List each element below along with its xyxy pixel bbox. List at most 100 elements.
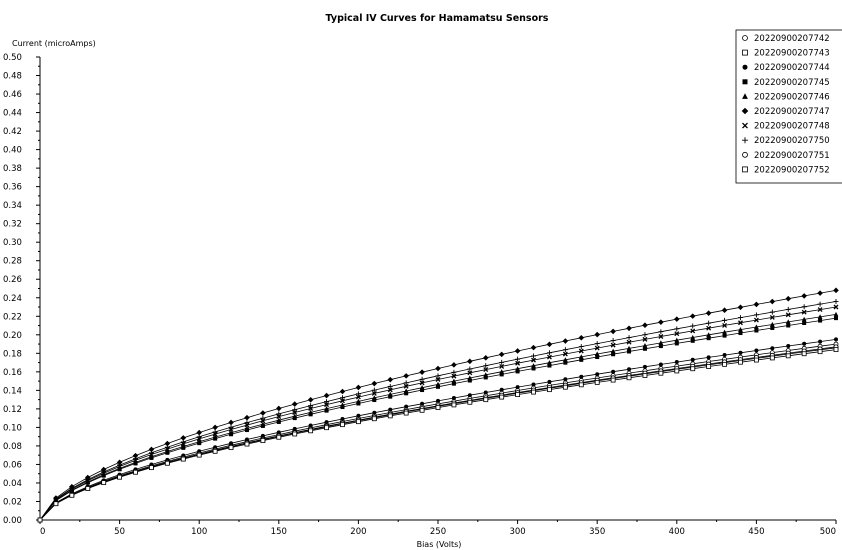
y-tick-label: 0.38 (3, 164, 22, 174)
legend-marker (742, 79, 748, 85)
data-point (499, 372, 504, 377)
data-point (611, 369, 616, 374)
legend-marker (741, 107, 749, 115)
data-point (579, 357, 584, 362)
legend-label: 20220900207746 (754, 92, 830, 102)
series-line (39, 301, 837, 521)
data-point (547, 363, 552, 368)
data-point (244, 425, 250, 431)
data-point (833, 298, 839, 304)
data-point (658, 362, 663, 367)
data-point (149, 454, 154, 459)
data-point (356, 413, 361, 418)
data-point (164, 444, 170, 450)
data-point (196, 452, 202, 458)
y-tick-label: 0.12 (3, 405, 22, 415)
data-point (547, 360, 552, 365)
data-point (785, 306, 791, 312)
data-point (626, 345, 632, 351)
data-point (754, 357, 759, 363)
data-point (690, 338, 695, 343)
data-point (164, 448, 170, 454)
data-point (244, 441, 250, 447)
data-point (372, 410, 377, 415)
data-point (817, 301, 823, 307)
y-tick-label: 0.26 (3, 275, 22, 285)
data-point (690, 334, 696, 340)
data-point (133, 459, 138, 465)
data-point (563, 377, 568, 382)
data-point (101, 472, 107, 477)
data-point (642, 332, 648, 338)
data-point (531, 389, 536, 395)
data-point (690, 328, 696, 334)
y-tick-label: 0.48 (3, 72, 22, 82)
data-point (340, 398, 345, 404)
data-point (324, 402, 330, 408)
data-point (817, 349, 823, 355)
data-point (228, 430, 234, 435)
data-point (308, 409, 314, 415)
data-point (149, 465, 154, 471)
data-point (117, 474, 122, 480)
legend-marker (742, 137, 748, 144)
series-20220900207744 (38, 337, 838, 522)
legend-label: 20220900207752 (754, 165, 830, 175)
y-tick-label: 0.06 (3, 460, 22, 470)
data-point (403, 373, 409, 379)
data-point (531, 363, 536, 368)
data-point (467, 393, 472, 398)
data-point (69, 492, 75, 498)
data-point (85, 477, 91, 483)
data-point (403, 410, 409, 416)
legend-label: 20220900207743 (754, 49, 830, 59)
data-point (196, 434, 202, 440)
data-point (180, 439, 186, 445)
data-point (483, 375, 488, 380)
data-point (260, 433, 265, 438)
data-point (419, 376, 425, 382)
data-point (722, 353, 727, 358)
data-point (737, 304, 744, 311)
data-point (308, 406, 314, 411)
data-point (738, 320, 743, 326)
data-point (148, 450, 154, 456)
data-point (706, 355, 711, 360)
data-point (133, 469, 138, 475)
data-point (164, 440, 171, 447)
data-point (499, 363, 505, 369)
data-point (642, 373, 648, 378)
legend-marker (742, 35, 748, 41)
data-point (658, 319, 664, 325)
legend: 20220900207742 20220900207743 202209002077… (735, 29, 842, 184)
data-point (801, 309, 807, 315)
x-tick-label: 100 (191, 527, 207, 537)
data-point (308, 403, 314, 409)
data-point (323, 392, 330, 399)
data-point (308, 423, 313, 428)
data-point (260, 438, 266, 444)
data-point (753, 317, 759, 323)
data-point (276, 417, 282, 423)
data-point (260, 415, 266, 421)
data-point (356, 398, 361, 404)
data-point (435, 365, 441, 372)
data-point (578, 382, 584, 388)
data-point (642, 346, 647, 351)
data-point (770, 325, 775, 330)
data-point (531, 357, 536, 363)
data-point (610, 377, 616, 383)
data-point (753, 301, 760, 308)
data-point (212, 429, 218, 435)
data-point (260, 410, 266, 416)
data-point (531, 353, 537, 359)
data-point (244, 414, 250, 421)
series-20220900207748 (37, 304, 839, 523)
data-point (690, 357, 695, 362)
data-point (498, 351, 505, 358)
data-point (69, 485, 75, 491)
data-point (419, 380, 425, 386)
data-point (674, 331, 680, 337)
data-point (595, 372, 600, 377)
data-point (403, 383, 409, 389)
